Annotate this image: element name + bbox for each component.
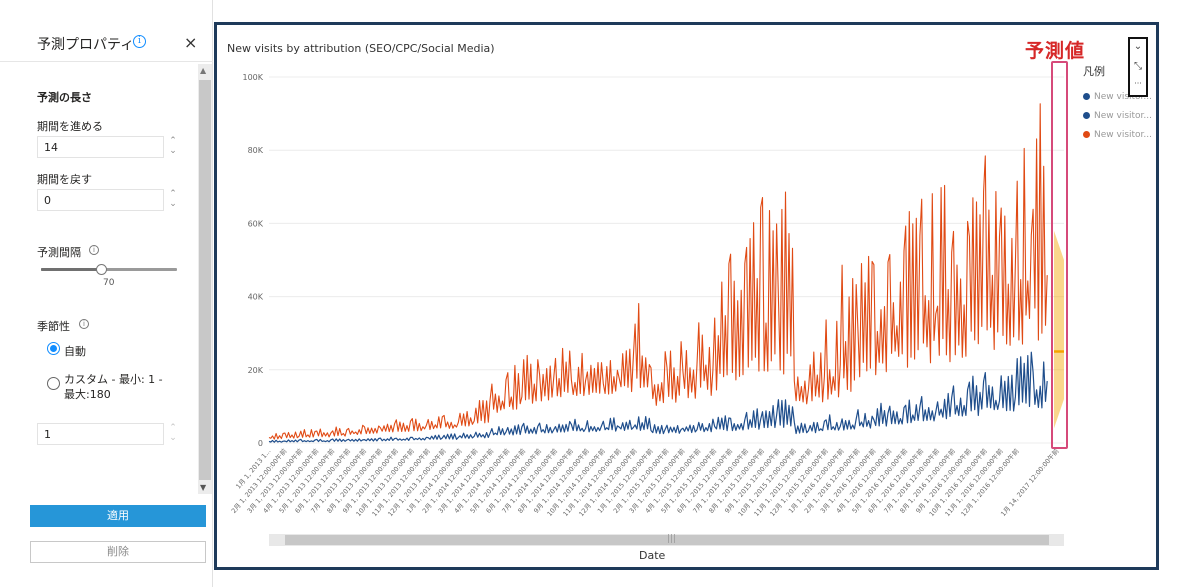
y-tick-label: 40K [248, 293, 264, 302]
confidence-info-icon[interactable]: i [89, 245, 99, 255]
scroll-thumb[interactable] [199, 80, 211, 480]
legend-label-2: New visitor... [1094, 111, 1152, 121]
scroll-down-icon[interactable]: ▼ [200, 483, 207, 492]
series-line [268, 103, 1048, 440]
confidence-value: 70 [103, 278, 115, 288]
x-scroll-thumb[interactable] [285, 535, 1049, 545]
confidence-slider-fill [41, 268, 102, 271]
legend-dot-1 [1083, 93, 1090, 100]
seasonality-input[interactable]: 1 [37, 423, 164, 445]
apply-button[interactable]: 適用 [30, 505, 206, 527]
scroll-grip-icon: ||| [667, 534, 677, 544]
legend-item-2[interactable]: New visitor... [1083, 111, 1152, 121]
x-axis-scrollbar[interactable]: ||| [269, 534, 1064, 546]
collapse-icon[interactable]: ⤡ [1134, 61, 1142, 72]
chevron-down-icon[interactable]: ⌄ [1133, 41, 1143, 52]
y-tick-label: 100K [242, 73, 263, 82]
legend-label-3: New visitor... [1094, 130, 1152, 140]
radio-custom-label[interactable]: カスタム - 最小: 1 - 最大:180 [64, 373, 163, 401]
legend-item-1[interactable]: New visitor... [1083, 92, 1152, 102]
radio-custom[interactable] [47, 377, 60, 390]
delete-button[interactable]: 削除 [30, 541, 206, 563]
backward-label: 期間を戻す [37, 173, 92, 186]
radio-auto-label[interactable]: 自動 [64, 345, 86, 358]
forecast-highlight-box [1051, 61, 1068, 449]
confidence-slider-thumb[interactable] [96, 264, 107, 275]
y-tick-label: 60K [248, 219, 264, 228]
confidence-slider-track[interactable] [41, 268, 177, 271]
backward-stepper[interactable]: ⌃ ⌄ [169, 189, 177, 209]
scroll-up-icon[interactable]: ▲ [200, 66, 207, 75]
forecast-properties-pane: 予測プロパティ i × ▲ ▼ 予測の長さ 期間を進める 14 ⌃ ⌄ 期間を戻す… [0, 0, 213, 587]
more-icon[interactable]: ··· [1134, 79, 1142, 88]
forward-stepper[interactable]: ⌃ ⌄ [169, 136, 177, 156]
backward-periods-input[interactable]: 0 [37, 189, 164, 211]
section-forecast-length: 予測の長さ [37, 91, 92, 104]
y-tick-label: 80K [248, 146, 264, 155]
pane-scrollbar[interactable]: ▲ ▼ [198, 64, 212, 494]
close-icon[interactable]: × [184, 33, 198, 52]
radio-auto[interactable] [47, 342, 60, 355]
seasonality-stepper[interactable]: ⌃ ⌄ [169, 423, 177, 443]
forecast-annotation: 予測値 [1025, 40, 1086, 62]
chart-visual[interactable]: New visits by attribution (SEO/CPC/Socia… [214, 22, 1159, 570]
info-icon[interactable]: i [133, 35, 146, 48]
legend-dot-3 [1083, 131, 1090, 138]
legend-dot-2 [1083, 112, 1090, 119]
y-tick-label: 0 [258, 439, 263, 448]
series-line [268, 351, 1048, 443]
confidence-label: 予測間隔 [37, 246, 81, 259]
seasonality-info-icon[interactable]: i [79, 319, 89, 329]
legend-title: 凡例 [1083, 65, 1105, 78]
y-tick-label: 20K [248, 366, 264, 375]
pane-header: 予測プロパティ i × [0, 0, 213, 62]
forward-periods-input[interactable]: 14 [37, 136, 164, 158]
seasonality-label: 季節性 [37, 320, 70, 333]
legend-label-1: New visitor... [1094, 92, 1152, 102]
pane-title: 予測プロパティ [37, 37, 135, 53]
visual-header-icons: ⌄ ⤡ ··· [1128, 37, 1148, 97]
forecast-band [1054, 230, 1064, 429]
legend-item-3[interactable]: New visitor... [1083, 130, 1152, 140]
forward-label: 期間を進める [37, 120, 103, 133]
chart-title: New visits by attribution (SEO/CPC/Socia… [227, 42, 495, 55]
x-axis-title: Date [639, 549, 666, 562]
